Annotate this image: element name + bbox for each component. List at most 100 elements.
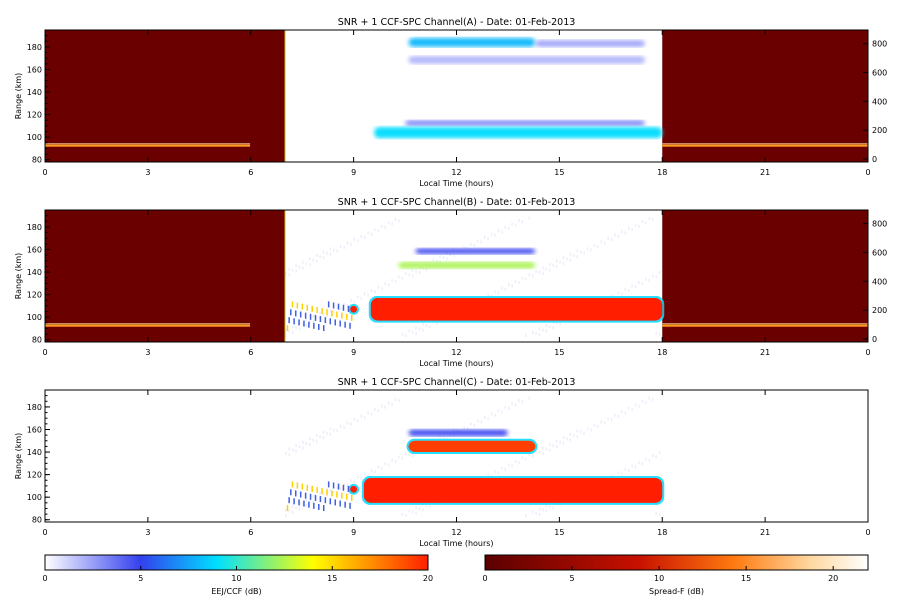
noise-speck: [610, 238, 613, 242]
scatter-echo: [286, 505, 289, 512]
noise-speck: [425, 323, 428, 327]
noise-speck: [590, 428, 592, 432]
colorbar-tick-label: 20: [423, 574, 433, 583]
noise-speck: [497, 409, 500, 413]
scatter-echo: [350, 314, 353, 321]
noise-speck: [384, 462, 386, 466]
noise-speck: [525, 277, 527, 281]
scatter-echo: [336, 311, 338, 318]
right-tick-label: 400: [872, 97, 887, 106]
noise-speck: [521, 456, 524, 460]
x-tick-label: 21: [760, 168, 770, 177]
scatter-echo: [311, 305, 313, 312]
noise-speck: [531, 274, 534, 278]
scatter-echo: [329, 498, 332, 505]
scatter-echo: [329, 318, 332, 325]
scatter-echo: [341, 492, 343, 499]
colorbar-tick-label: 20: [828, 574, 838, 583]
colorbar-tick-label: 15: [741, 574, 751, 583]
noise-speck: [336, 249, 338, 253]
scatter-echo: [288, 317, 290, 324]
noise-speck: [326, 493, 328, 497]
noise-speck: [288, 329, 290, 333]
noise-speck: [377, 285, 380, 289]
noise-speck: [312, 494, 314, 498]
x-tick-label: 3: [145, 528, 150, 537]
noise-speck: [545, 329, 548, 333]
noise-speck: [531, 510, 534, 514]
scatter-echo: [331, 310, 333, 317]
noise-speck: [370, 412, 373, 416]
noise-speck: [545, 503, 548, 507]
noise-speck: [525, 514, 527, 518]
noise-speck: [555, 259, 558, 263]
spread-f-block: [662, 30, 868, 162]
noise-speck: [415, 511, 417, 515]
noise-speck: [566, 437, 568, 441]
spread-f-echo-line: [662, 144, 868, 147]
noise-speck: [634, 403, 637, 407]
noise-speck: [528, 453, 531, 457]
x-tick-label: 18: [657, 528, 667, 537]
spread-f-echo-core: [45, 143, 251, 145]
noise-speck: [504, 405, 507, 409]
noise-speck: [552, 444, 555, 448]
noise-speck: [298, 507, 301, 511]
noise-speck: [518, 399, 520, 403]
spread-f-echo-line: [662, 324, 868, 327]
noise-speck: [305, 498, 308, 502]
y-tick-label: 180: [27, 43, 42, 52]
noise-speck: [357, 475, 359, 479]
noise-speck: [545, 509, 548, 513]
noise-speck: [511, 464, 513, 468]
noise-speck: [350, 299, 352, 303]
scatter-echo: [321, 308, 323, 315]
echo-layer: [374, 127, 663, 139]
noise-speck: [463, 246, 465, 250]
noise-speck: [422, 322, 424, 326]
noise-speck: [322, 430, 325, 434]
noise-speck: [315, 259, 318, 263]
noise-speck: [518, 219, 520, 223]
noise-speck: [329, 432, 332, 436]
scatter-echo: [336, 491, 338, 498]
noise-speck: [377, 409, 380, 413]
noise-speck: [305, 261, 308, 265]
echo-core: [408, 440, 536, 453]
noise-speck: [655, 511, 657, 515]
y-tick-label: 180: [27, 223, 42, 232]
noise-speck: [621, 472, 623, 476]
right-tick-label: 600: [872, 248, 887, 257]
noise-speck: [360, 296, 362, 300]
noise-speck: [576, 435, 579, 439]
noise-speck: [425, 503, 428, 507]
noise-speck: [291, 325, 294, 329]
scatter-echo: [286, 325, 289, 332]
noise-speck: [295, 506, 297, 510]
noise-speck: [387, 401, 390, 405]
noise-speck: [511, 284, 513, 288]
noise-speck: [538, 332, 541, 336]
noise-speck: [617, 471, 620, 475]
echo-layer: [408, 37, 536, 47]
noise-speck: [511, 222, 513, 226]
noise-speck: [370, 288, 373, 292]
noise-speck: [453, 254, 455, 257]
noise-speck: [384, 405, 386, 409]
noise-speck: [398, 455, 400, 459]
panels: 0 3 6 9 12 15 18 21 0801001201401601800200400600…: [14, 17, 887, 548]
noise-speck: [322, 256, 325, 260]
scatter-echo: [332, 302, 335, 309]
noise-speck: [555, 321, 558, 325]
scatter-echo: [347, 305, 350, 312]
echo-layer: [535, 40, 646, 47]
noise-speck: [377, 465, 380, 469]
noise-speck: [429, 325, 431, 329]
noise-speck: [593, 243, 596, 247]
noise-speck: [590, 248, 592, 252]
noise-speck: [367, 411, 369, 415]
noise-speck: [583, 431, 585, 435]
scatter-echo: [299, 491, 302, 498]
scatter-echo: [303, 320, 305, 327]
right-tick-label: 600: [872, 68, 887, 77]
